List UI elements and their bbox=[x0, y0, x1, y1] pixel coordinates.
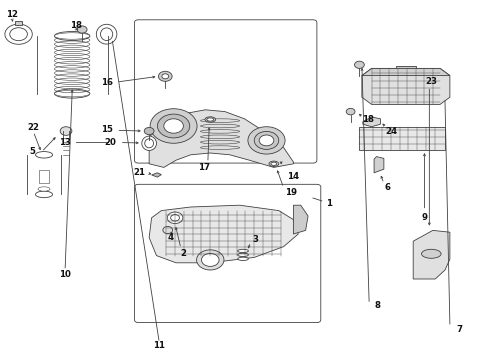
Bar bbox=[39, 170, 49, 183]
Circle shape bbox=[77, 26, 87, 33]
Ellipse shape bbox=[142, 136, 156, 150]
Text: 4: 4 bbox=[167, 233, 173, 242]
Bar bbox=[15, 21, 22, 25]
Text: 16: 16 bbox=[101, 78, 112, 87]
Polygon shape bbox=[361, 68, 449, 104]
Ellipse shape bbox=[268, 161, 278, 166]
Circle shape bbox=[162, 74, 168, 79]
Polygon shape bbox=[149, 205, 298, 263]
Circle shape bbox=[247, 127, 285, 154]
Text: 15: 15 bbox=[101, 125, 112, 134]
Text: 8: 8 bbox=[374, 302, 380, 310]
Polygon shape bbox=[293, 205, 307, 234]
Text: 12: 12 bbox=[6, 10, 18, 19]
Circle shape bbox=[60, 127, 72, 135]
Bar bbox=[359, 127, 444, 150]
Circle shape bbox=[259, 135, 273, 146]
Polygon shape bbox=[373, 157, 383, 173]
Text: 6: 6 bbox=[384, 183, 390, 192]
Ellipse shape bbox=[101, 28, 112, 41]
Ellipse shape bbox=[421, 249, 440, 258]
Text: 2: 2 bbox=[181, 249, 186, 258]
Ellipse shape bbox=[38, 187, 50, 191]
Text: 13: 13 bbox=[59, 138, 71, 147]
Text: 11: 11 bbox=[153, 341, 164, 350]
Text: 20: 20 bbox=[104, 138, 116, 147]
Polygon shape bbox=[412, 230, 449, 279]
Text: 9: 9 bbox=[421, 213, 427, 222]
Ellipse shape bbox=[54, 32, 90, 41]
Ellipse shape bbox=[35, 152, 52, 158]
Ellipse shape bbox=[144, 139, 153, 148]
Ellipse shape bbox=[54, 90, 90, 97]
Text: 18: 18 bbox=[70, 21, 81, 30]
Ellipse shape bbox=[54, 89, 90, 98]
Circle shape bbox=[167, 212, 183, 224]
Circle shape bbox=[158, 71, 172, 81]
Text: 19: 19 bbox=[285, 188, 296, 197]
Text: 10: 10 bbox=[59, 270, 71, 279]
Circle shape bbox=[5, 24, 32, 44]
Ellipse shape bbox=[206, 118, 213, 121]
Circle shape bbox=[170, 215, 179, 221]
Circle shape bbox=[163, 119, 183, 133]
Text: 14: 14 bbox=[287, 172, 299, 181]
Circle shape bbox=[201, 253, 219, 266]
Ellipse shape bbox=[237, 257, 248, 261]
Ellipse shape bbox=[35, 191, 52, 198]
Text: 24: 24 bbox=[385, 127, 396, 136]
FancyBboxPatch shape bbox=[134, 184, 320, 323]
Polygon shape bbox=[149, 110, 293, 167]
Circle shape bbox=[254, 131, 278, 149]
Circle shape bbox=[10, 28, 27, 41]
Text: 23: 23 bbox=[425, 77, 437, 86]
Circle shape bbox=[150, 109, 197, 143]
Text: 3: 3 bbox=[252, 235, 258, 244]
Ellipse shape bbox=[204, 117, 215, 122]
Ellipse shape bbox=[270, 162, 276, 166]
Ellipse shape bbox=[237, 249, 248, 253]
Polygon shape bbox=[361, 68, 449, 76]
Circle shape bbox=[354, 61, 364, 68]
Ellipse shape bbox=[237, 253, 248, 256]
Text: 5: 5 bbox=[30, 148, 36, 157]
Circle shape bbox=[346, 108, 354, 115]
Ellipse shape bbox=[54, 33, 90, 39]
Circle shape bbox=[196, 250, 224, 270]
Bar bbox=[395, 66, 415, 69]
FancyBboxPatch shape bbox=[134, 20, 316, 163]
Text: 22: 22 bbox=[27, 123, 39, 132]
Circle shape bbox=[163, 226, 172, 234]
Text: 1: 1 bbox=[325, 199, 331, 208]
Text: 7: 7 bbox=[456, 325, 462, 334]
Ellipse shape bbox=[96, 24, 117, 44]
Polygon shape bbox=[362, 117, 380, 127]
Text: 18: 18 bbox=[362, 115, 373, 124]
Circle shape bbox=[157, 114, 189, 138]
Text: 17: 17 bbox=[198, 163, 210, 172]
Text: 21: 21 bbox=[133, 168, 145, 177]
Circle shape bbox=[144, 127, 154, 135]
Polygon shape bbox=[151, 173, 161, 177]
